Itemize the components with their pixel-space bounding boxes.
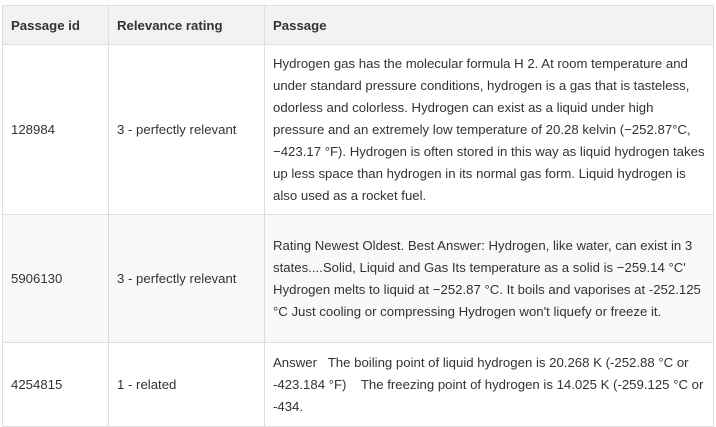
cell-relevance-rating: 3 - perfectly relevant: [108, 44, 265, 215]
header-relevance-rating: Relevance rating: [108, 5, 265, 45]
cell-passage-id: 4254815: [2, 342, 109, 427]
relevance-table-container: Passage id Relevance rating Passage 1289…: [2, 5, 714, 427]
header-row: Passage id Relevance rating Passage: [2, 5, 714, 45]
cell-passage-text: Answer The boiling point of liquid hydro…: [264, 342, 714, 427]
header-passage-id: Passage id: [2, 5, 109, 45]
table-row: 4254815 1 - related Answer The boiling p…: [2, 342, 714, 427]
table-row: 5906130 3 - perfectly relevant Rating Ne…: [2, 214, 714, 343]
relevance-table: Passage id Relevance rating Passage 1289…: [2, 5, 714, 427]
cell-relevance-rating: 3 - perfectly relevant: [108, 214, 265, 343]
cell-passage-text: Hydrogen gas has the molecular formula H…: [264, 44, 714, 215]
cell-passage-id: 128984: [2, 44, 109, 215]
cell-passage-id: 5906130: [2, 214, 109, 343]
table-row: 128984 3 - perfectly relevant Hydrogen g…: [2, 44, 714, 215]
table-body: 128984 3 - perfectly relevant Hydrogen g…: [2, 44, 714, 427]
table-header: Passage id Relevance rating Passage: [2, 5, 714, 45]
cell-passage-text: Rating Newest Oldest. Best Answer: Hydro…: [264, 214, 714, 343]
cell-relevance-rating: 1 - related: [108, 342, 265, 427]
header-passage: Passage: [264, 5, 714, 45]
